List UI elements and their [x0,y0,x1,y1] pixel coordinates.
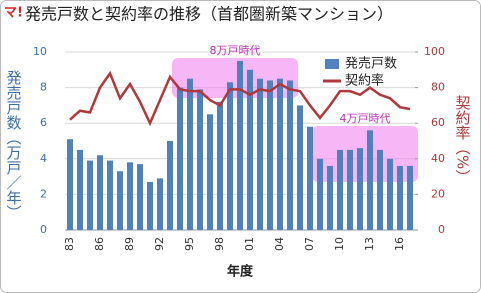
bar [327,165,333,230]
bar [157,178,163,230]
bar [397,165,403,230]
x-tick-label: 83 [63,237,76,251]
bar [267,80,273,230]
x-axis-label: 年度 [227,264,254,280]
y-tick-label: 2 [40,187,47,200]
bar [127,162,133,230]
x-tick-label: 86 [93,237,106,251]
bar [357,148,363,230]
bar [97,155,103,230]
bar [107,160,113,230]
bar [147,181,153,230]
x-tick-label: 98 [213,237,226,251]
bar [67,139,73,230]
y-tick-label: 8 [40,81,47,94]
line [69,70,411,127]
y2-tick-label: 20 [431,187,445,200]
y2-axis-label: 契約率（%） [454,95,472,184]
x-tick-label: 10 [333,237,346,251]
bar [337,149,343,230]
x-tick-label: 89 [123,237,136,251]
bar [407,165,413,230]
x-tick-label: 92 [153,237,166,251]
bar [237,60,243,231]
y-axis-label: 発売戸数（万戸／年） [5,70,23,220]
bar [77,149,83,230]
bar [347,149,353,230]
bar [207,114,213,230]
bar [257,78,263,230]
legend-swatch [325,59,339,69]
y2-tick-label: 40 [431,152,445,165]
bar [247,69,253,230]
bar [317,158,323,230]
y2-tick-label: 100 [424,45,445,58]
x-tick-label: 07 [303,237,316,251]
y-tick-label: 6 [40,116,47,129]
legend-label: 契約率 [345,73,384,89]
x-tick-label: 95 [183,237,196,251]
bar [387,158,393,230]
y2-tick-label: 0 [438,223,445,236]
annotation: 4万戸時代 [340,112,391,125]
chart-title: 発売戸数と契約率の推移（首都圏新築マンション） [25,5,393,24]
x-tick-label: 13 [363,237,376,251]
x-tick-label: 04 [273,237,286,251]
bar [87,160,93,230]
bar [367,130,373,230]
legend-label: 発売戸数 [345,56,397,72]
y-tick-label: 0 [40,223,47,236]
logo: マ! [4,6,23,21]
bar [177,87,183,230]
highlight-box [172,58,298,98]
bar [377,149,383,230]
bar [137,164,143,230]
y2-tick-label: 60 [431,116,445,129]
bar [117,171,123,230]
bar [217,101,223,230]
x-tick-label: 16 [393,237,406,251]
x-tick-label: 01 [243,237,256,251]
bar [167,141,173,230]
bar [227,82,233,230]
bar [287,80,293,230]
annotation: 8万戸時代 [210,44,261,57]
y-tick-label: 10 [33,45,47,58]
bar [297,105,303,230]
bar [307,126,313,230]
bar [197,89,203,230]
y-tick-label: 4 [40,152,47,165]
bar [277,78,283,230]
bar [187,78,193,230]
y2-tick-label: 80 [431,81,445,94]
